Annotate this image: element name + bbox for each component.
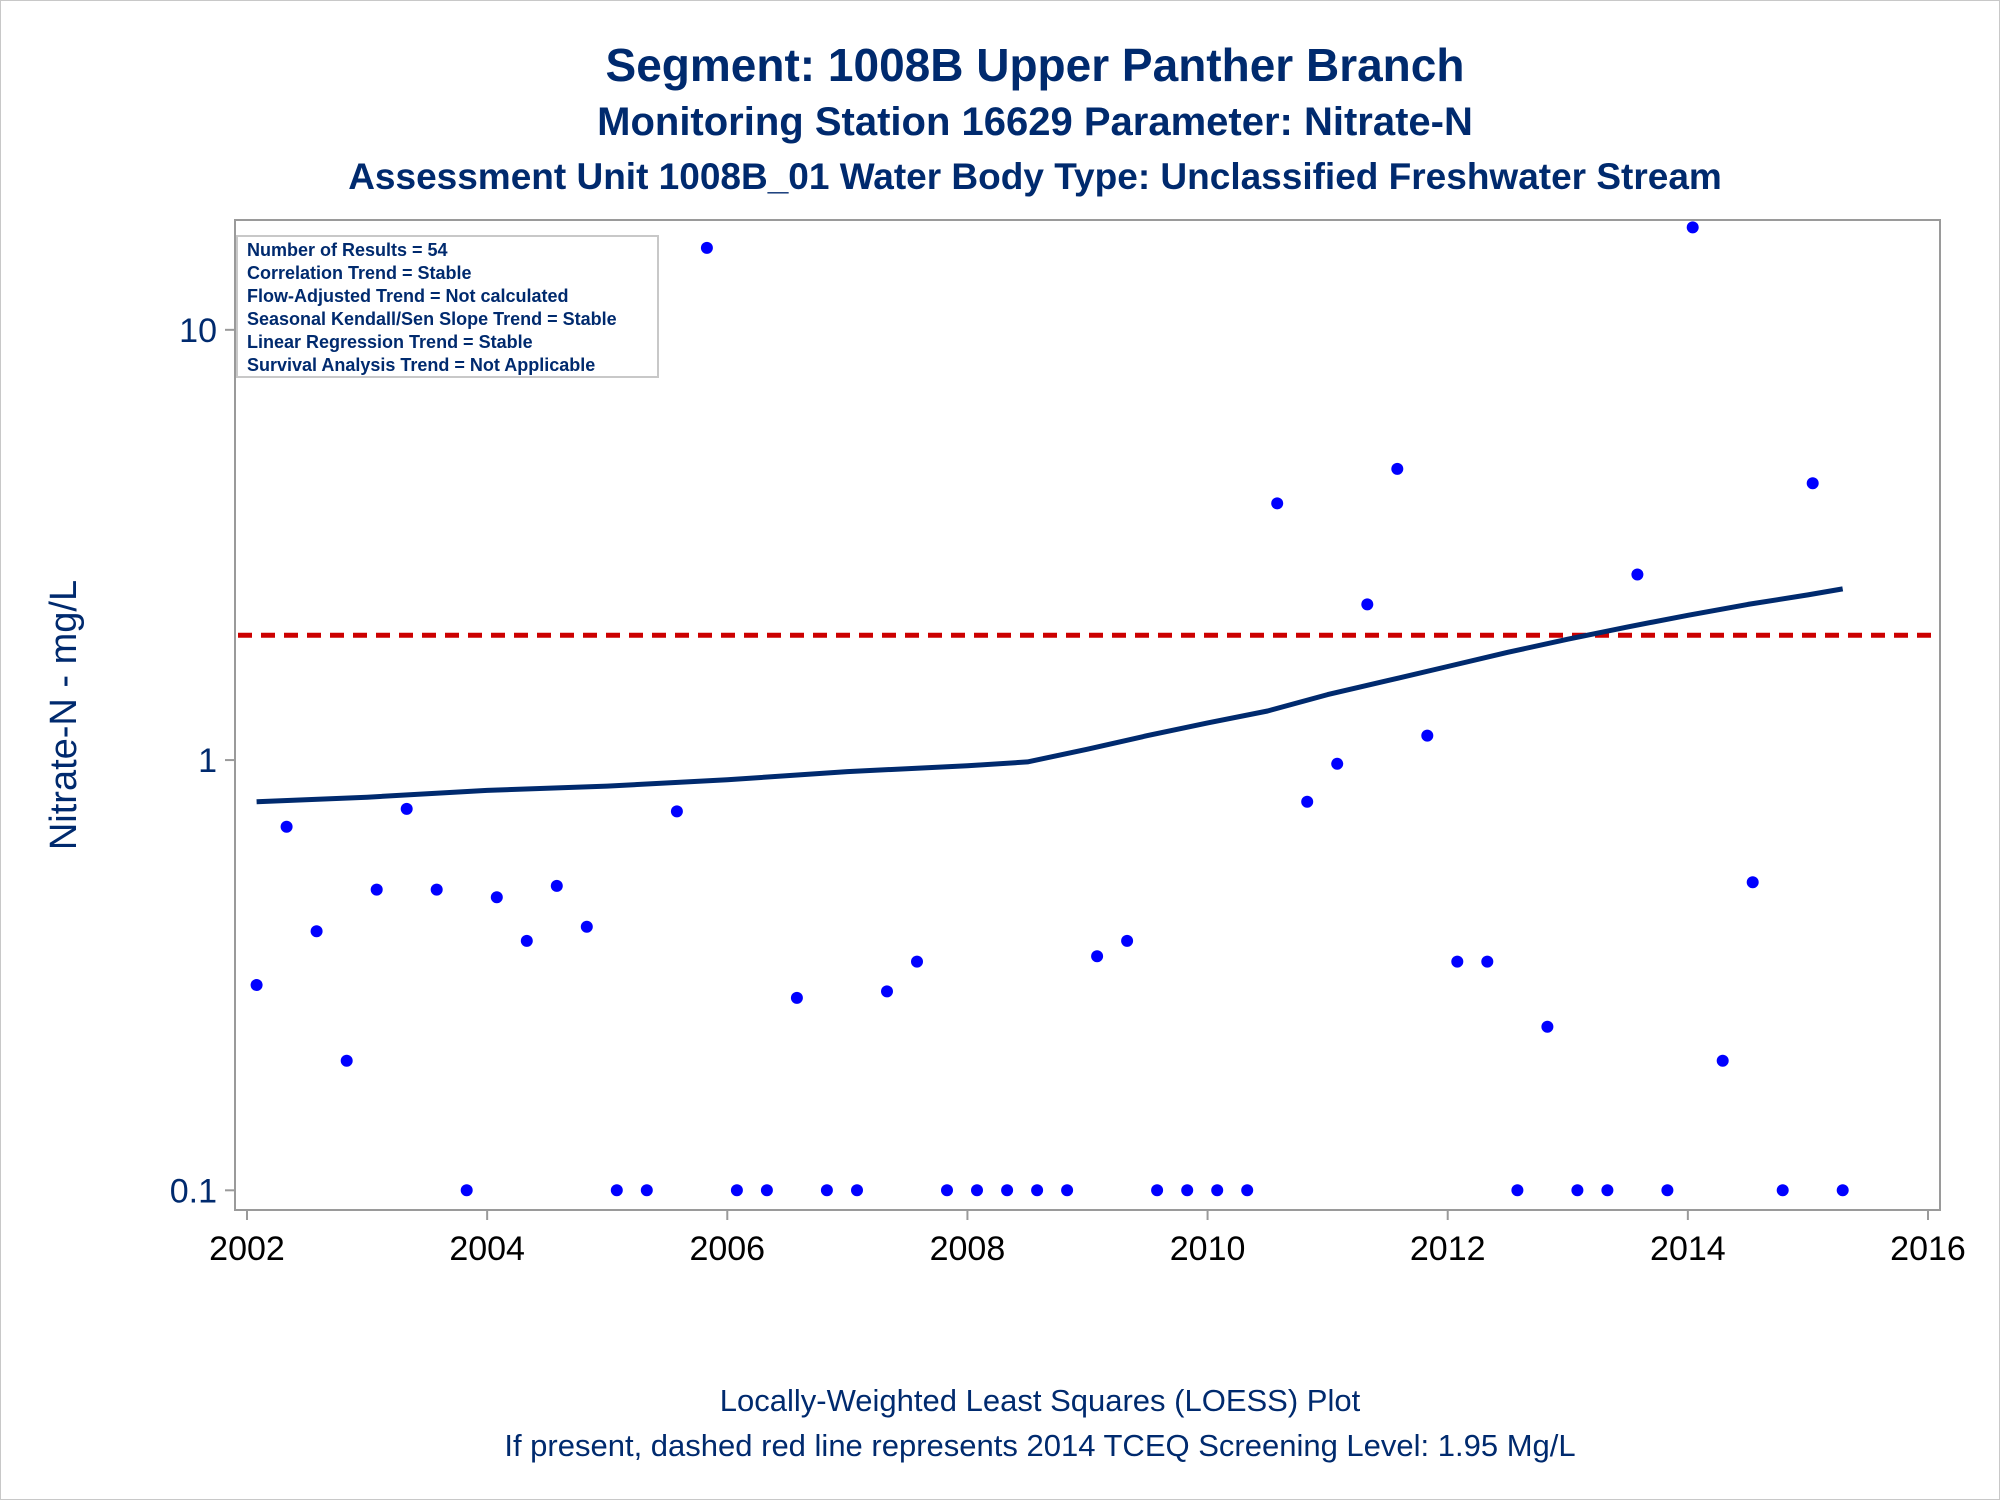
data-point [430,883,443,896]
stats-legend-box: Number of Results = 54 Correlation Trend … [236,235,659,378]
data-point [1481,955,1494,968]
data-point [1716,1054,1729,1067]
x-tick-label: 2010 [1170,1230,1246,1268]
chart-subtitle-station: Monitoring Station 16629 Parameter: Nitr… [597,100,1473,144]
chart-subtitle-assessment: Assessment Unit 1008B_01 Water Body Type… [348,156,1722,197]
data-point [941,1184,953,1197]
data-point [760,1184,773,1197]
stats-line: Correlation Trend = Stable [247,263,472,283]
data-point [1601,1184,1614,1197]
data-point [1631,568,1644,581]
x-tick-label: 2016 [1890,1230,1966,1268]
x-tick-label: 2012 [1410,1230,1486,1268]
data-point [610,1184,623,1197]
data-point [1331,757,1344,770]
data-point [460,1184,473,1197]
data-point [1181,1184,1194,1197]
data-point [1091,950,1104,963]
data-point [490,891,503,904]
data-point [640,1184,653,1197]
data-point [1661,1184,1674,1197]
data-point [250,979,263,991]
data-point [550,879,563,892]
x-tick-label: 2008 [930,1230,1006,1268]
data-point [1571,1184,1584,1197]
data-point [1806,477,1819,490]
footnote-loess: Locally-Weighted Least Squares (LOESS) P… [719,1383,1361,1418]
x-tick-label: 2004 [449,1230,525,1268]
stats-line: Linear Regression Trend = Stable [247,332,533,352]
data-point [1511,1184,1524,1197]
x-tick-label: 2002 [209,1230,285,1268]
data-points [250,221,1849,1197]
data-point [520,934,533,947]
data-point [1031,1184,1044,1197]
stats-line: Seasonal Kendall/Sen Slope Trend = Stabl… [247,309,617,329]
data-point [1776,1184,1789,1197]
data-point [1271,497,1284,510]
y-axis: 0.1 1 10 [170,312,235,1210]
data-point [1746,876,1759,889]
data-point [1001,1184,1014,1197]
data-point [280,820,293,833]
data-point [790,991,803,1004]
data-point [310,925,323,938]
x-tick-label: 2006 [689,1230,765,1268]
data-point [1686,221,1699,234]
x-tick-label: 2014 [1650,1230,1726,1268]
data-point [400,802,413,815]
data-point [1421,729,1434,742]
data-point [340,1054,353,1067]
data-point [1121,934,1134,947]
data-point [971,1184,983,1197]
data-point [881,985,893,998]
data-point [1241,1184,1254,1197]
data-point [1061,1184,1074,1197]
stats-line: Survival Analysis Trend = Not Applicable [247,355,595,375]
data-point [820,1184,833,1197]
loess-curve [256,586,1844,805]
data-point [580,920,593,933]
chart-title: Segment: 1008B Upper Panther Branch [605,39,1465,91]
stats-line: Number of Results = 54 [247,240,448,260]
data-point [730,1184,743,1197]
data-point [1836,1184,1849,1197]
data-point [851,1184,863,1197]
data-point [1541,1020,1554,1033]
y-tick-label: 1 [198,742,217,780]
data-point [1301,795,1314,808]
stats-line: Flow-Adjusted Trend = Not calculated [247,286,569,306]
y-tick-label: 0.1 [170,1172,217,1210]
plot-area-border [234,219,1941,1211]
x-axis: 2002 2004 2006 2008 2010 2012 2014 2016 [209,1210,1966,1268]
data-point [1391,462,1404,475]
data-point [1451,955,1464,968]
stats-box-border [236,235,659,378]
data-point [370,883,383,896]
footnote-screening: If present, dashed red line represents 2… [504,1428,1576,1463]
data-point [911,955,923,968]
y-tick-label: 10 [179,312,217,350]
data-point [1361,598,1374,611]
y-axis-label: Nitrate-N - mg/L [43,580,85,850]
data-point [700,241,713,254]
data-point [1151,1184,1164,1197]
data-point [670,805,683,818]
data-point [1211,1184,1224,1197]
